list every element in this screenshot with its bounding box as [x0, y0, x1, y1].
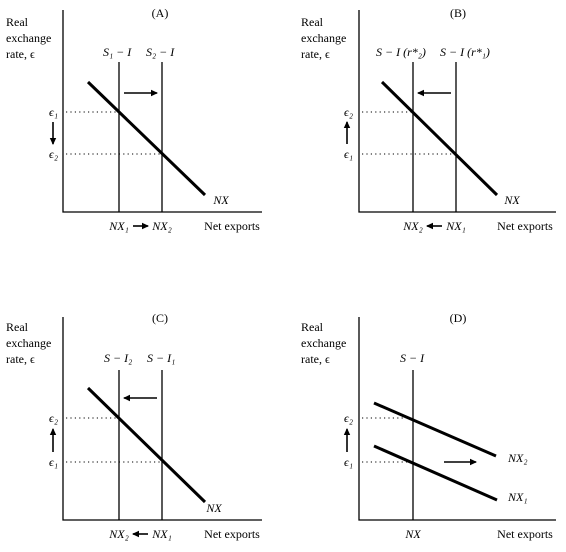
panel-b-y-label-2: exchange — [301, 31, 346, 45]
panel-c-label-s-i2: S − I₂ — [104, 351, 132, 365]
panel-a-y-label-1: Real — [6, 15, 29, 29]
panel-d-y-label-1: Real — [301, 320, 324, 334]
panel-c-nx-curve — [86, 386, 207, 504]
panel-d-y-label-3: rate, ϵ — [301, 352, 330, 366]
panel-a-title: (A) — [152, 6, 169, 20]
panel-c: (C) Real exchange rate, ϵ S − I₂ S − I₁ … — [6, 311, 262, 541]
panel-d-nx1-curve — [373, 444, 498, 502]
panel-a-nx-label: NX — [212, 193, 229, 207]
panel-b-y-label-3: rate, ϵ — [301, 47, 330, 61]
panel-c-nx-label: NX — [205, 501, 222, 515]
panel-a: (A) Real exchange rate, ϵ S₁ − I S₂ − I … — [6, 6, 262, 233]
panel-a-y-label-3: rate, ϵ — [6, 47, 35, 61]
panel-c-axes — [62, 317, 262, 521]
panel-b-label-s-i-r2: S − I (r*₂) — [376, 45, 426, 59]
panel-b-nx-label: NX — [503, 193, 520, 207]
panel-d-title: (D) — [450, 311, 467, 325]
panel-b-axes — [358, 10, 556, 213]
panel-d-label-s-i: S − I — [400, 351, 425, 365]
panel-d-tick-nx: NX — [404, 527, 421, 541]
panel-d-tick-e1: ϵ₁ — [344, 455, 353, 469]
panel-a-x-label: Net exports — [204, 219, 260, 233]
panel-d-axes — [358, 317, 556, 521]
panel-b-title: (B) — [450, 6, 466, 20]
panel-a-nx-curve — [86, 80, 207, 197]
panel-c-tick-e2: ϵ₂ — [49, 411, 58, 425]
panel-c-tick-e1: ϵ₁ — [49, 455, 58, 469]
panel-c-tick-nx1: NX₁ — [151, 527, 172, 541]
panel-a-y-label-2: exchange — [6, 31, 51, 45]
panel-d-nx2-curve — [373, 401, 497, 458]
panel-b-tick-nx2: NX₂ — [402, 219, 423, 233]
panel-c-y-label-3: rate, ϵ — [6, 352, 35, 366]
panel-b-tick-e2: ϵ₂ — [344, 105, 353, 119]
panel-c-tick-nx2: NX₂ — [108, 527, 129, 541]
panel-c-x-label: Net exports — [204, 527, 260, 541]
panel-d-nx1-label: NX₁ — [507, 490, 528, 504]
panel-d: (D) Real exchange rate, ϵ S − I ϵ₂ ϵ₁ NX… — [301, 311, 556, 541]
panel-b-label-s-i-r1: S − I (r*₁) — [440, 45, 490, 59]
panel-b-x-label: Net exports — [497, 219, 553, 233]
panel-b-y-label-1: Real — [301, 15, 324, 29]
panel-d-nx2-label: NX₂ — [507, 451, 528, 465]
panel-a-tick-e2: ϵ₂ — [49, 147, 58, 161]
panel-c-label-s-i1: S − I₁ — [147, 351, 175, 365]
panel-a-tick-nx2: NX₂ — [151, 219, 172, 233]
panel-a-tick-e1: ϵ₁ — [49, 105, 58, 119]
panel-d-tick-e2: ϵ₂ — [344, 411, 353, 425]
panel-c-y-label-1: Real — [6, 320, 29, 334]
panel-a-label-s2-i: S₂ − I — [146, 45, 175, 59]
panel-a-tick-nx1: NX₁ — [108, 219, 129, 233]
panel-b-tick-e1: ϵ₁ — [344, 147, 353, 161]
panel-a-label-s1-i: S₁ − I — [103, 45, 132, 59]
panel-b-nx-curve — [380, 80, 499, 197]
panel-b-tick-nx1: NX₁ — [445, 219, 466, 233]
panel-d-y-label-2: exchange — [301, 336, 346, 350]
panel-c-title: (C) — [152, 311, 168, 325]
panel-d-x-label: Net exports — [497, 527, 553, 541]
panel-b: (B) Real exchange rate, ϵ S − I (r*₂) S … — [301, 6, 556, 233]
panel-a-axes — [62, 10, 262, 213]
panel-c-y-label-2: exchange — [6, 336, 51, 350]
